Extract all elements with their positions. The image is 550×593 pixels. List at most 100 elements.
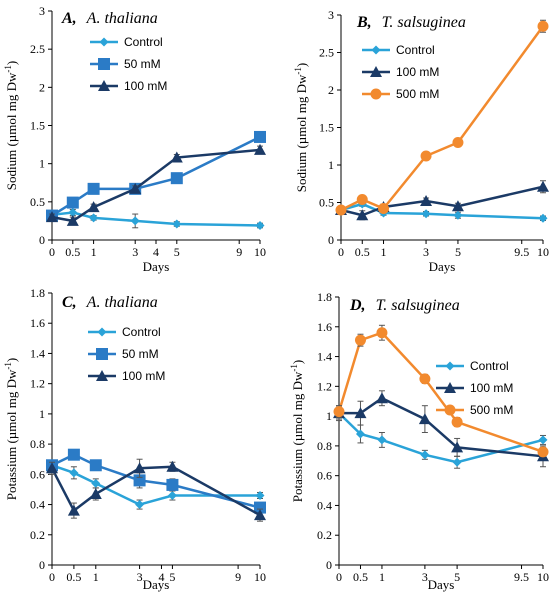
legend: Control 50 mM 100 mM [90,35,167,93]
legend-label: 50 mM [124,57,161,71]
series-line [340,202,544,220]
series-line [51,464,260,506]
legend-label: 100 mM [396,65,439,79]
y-axis-label-text: Potassium (µmol mg Dw [4,369,19,500]
legend-swatch-marker [370,88,382,100]
legend-label: 50 mM [122,347,159,361]
x-tick-label: 3 [132,245,138,259]
y-axis-label-close: ) [4,358,19,362]
x-tick-label: 1 [379,570,385,584]
data-point [537,20,549,32]
x-tick-label: 9.5 [514,570,529,584]
panel-title: A, A. thaliana [61,10,158,27]
legend-label: 100 mM [124,79,167,93]
series-50-mm [46,448,266,514]
y-axis-label: Sodium (µmol mg Dw-1) [293,63,309,192]
y-axis-label: Sodium (µmol mg Dw-1) [3,61,19,190]
y-tick-label: 0.2 [30,528,45,542]
legend-label: 100 mM [470,381,513,395]
panel-species: T. salsuginea [382,14,466,31]
y-tick-label: 1.6 [30,316,45,330]
data-point [377,435,387,445]
x-tick-label: 1 [93,570,99,584]
legend-swatch-marker [98,58,110,70]
y-axis-label-superscript: -1 [3,362,13,370]
y-tick-label: 1.4 [317,350,332,364]
legend: Control 100 mM 500 mM [362,43,439,101]
series-100-mm [46,143,266,226]
data-point [66,196,79,209]
data-point [418,413,431,425]
data-point [421,209,431,219]
data-point [135,500,145,510]
data-point [254,501,266,514]
data-point [67,448,80,461]
y-tick-label: 1 [326,409,332,423]
legend-swatch-marker [96,370,108,381]
series-control [334,406,548,469]
x-tick-label: 0 [338,245,344,259]
x-tick-label: 10 [537,245,549,259]
series-line [339,396,544,458]
legend-label: Control [122,325,161,339]
x-tick-label: 9 [235,570,241,584]
panel-title: C, A. thaliana [62,294,158,311]
data-point [354,334,366,346]
y-axis-label-close: ) [290,360,305,364]
data-point [537,446,549,458]
data-point [66,214,79,226]
chart-panel-2: 0 0.2 0.4 0.6 0.8 1 1.2 1.4 1.6 1.8 0 0.5 1 3 4 5 9 10 Day… [3,286,266,592]
y-axis-label-close: ) [4,61,19,65]
data-point [356,209,369,221]
series-line [51,135,261,217]
panel-letter: C, [62,294,77,311]
data-point [420,450,430,460]
data-point [254,143,266,155]
series-500-mm [333,324,549,458]
legend-label: Control [470,359,509,373]
x-axis-label: Days [428,577,455,592]
x-tick-label: 10 [254,245,266,259]
legend-swatch-marker [97,327,107,337]
x-axis-label: Days [143,577,170,592]
y-tick-label: 0.6 [317,469,332,483]
data-point [453,210,463,220]
x-tick-label: 3 [423,245,429,259]
data-point [335,204,347,216]
data-point [538,213,548,223]
y-tick-label: 1.8 [317,290,332,304]
chart-panel-3: 0 0.2 0.4 0.6 0.8 1 1.2 1.4 1.6 1.8 0 0.5 1 3 5 9.5 10 Da… [289,290,549,592]
x-tick-label: 1 [381,245,387,259]
data-point [167,490,177,500]
series-line [50,465,261,517]
data-point [451,416,463,428]
panel-species: T. salsuginea [376,297,460,314]
legend-swatch-marker [444,404,456,416]
x-tick-label: 5 [169,570,175,584]
legend-swatch-marker [98,80,110,91]
data-point [46,462,58,474]
x-tick-label: 10 [254,570,266,584]
y-tick-label: 0 [326,558,332,572]
data-point [333,406,345,418]
y-tick-label: 0.5 [319,196,334,210]
data-point [255,220,265,230]
x-tick-label: 10 [537,570,549,584]
y-axis-label-superscript: -1 [293,67,303,75]
data-point [254,130,266,143]
data-point [255,490,265,500]
data-point [451,441,464,453]
panel-letter: D, [349,297,366,314]
legend-label: 500 mM [470,403,513,417]
y-tick-label: 3 [328,8,334,22]
y-tick-label: 0.5 [30,195,45,209]
y-tick-label: 0 [39,233,45,247]
y-tick-label: 1 [39,407,45,421]
data-point [87,182,100,195]
chart-panel-0: 0 0.5 1 1.5 2 2.5 3 0 0.5 1 3 4 5 9 10 Days Sodium (µmol… [3,4,266,274]
data-point [133,462,146,474]
x-tick-label: 9.5 [514,245,529,259]
data-point [91,478,101,488]
data-point [129,182,142,194]
data-point [69,468,79,478]
